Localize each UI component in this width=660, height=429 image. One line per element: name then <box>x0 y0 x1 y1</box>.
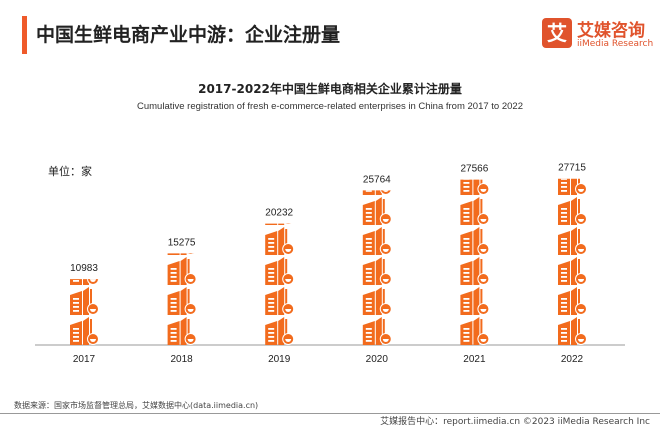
source-note: 数据来源：国家市场监督管理总局，艾媒数据中心(data.iimedia.cn) <box>14 401 259 410</box>
data-label: 20232 <box>265 208 293 219</box>
building-icon <box>362 197 392 225</box>
chart-subtitle: Cumulative registration of fresh e-comme… <box>137 101 523 112</box>
logo: 艾 艾媒咨询 iiMedia Research <box>540 15 660 55</box>
logo-en: iiMedia Research <box>577 39 654 49</box>
bar-2019 <box>265 223 295 345</box>
building-icon <box>460 227 490 255</box>
building-icon <box>265 317 295 345</box>
building-icon <box>558 287 587 315</box>
x-tick-label: 2017 <box>73 354 96 365</box>
building-icon <box>558 227 587 255</box>
building-icon <box>460 257 490 285</box>
x-tick-label: 2018 <box>170 354 193 365</box>
data-label: 27566 <box>460 164 488 175</box>
building-icon <box>460 317 490 345</box>
building-icon <box>265 257 295 285</box>
unit-label: 单位：家 <box>48 165 92 178</box>
title-accent-bar <box>22 16 27 54</box>
building-icon <box>460 287 490 315</box>
bar-2021 <box>460 179 490 345</box>
bar-2017 <box>70 279 99 345</box>
data-label: 25764 <box>363 174 391 185</box>
building-icon <box>362 227 392 255</box>
building-icon <box>460 197 490 225</box>
bar-2020 <box>362 190 392 345</box>
building-icon <box>265 223 293 225</box>
footer-credit: 艾媒报告中心：report.iimedia.cn ©2023 iiMedia R… <box>380 417 650 427</box>
building-icon <box>558 197 587 225</box>
x-tick-label: 2022 <box>561 354 584 365</box>
building-icon <box>70 317 99 345</box>
building-icon <box>362 317 392 345</box>
data-label: 10983 <box>70 263 98 274</box>
building-icon <box>167 287 197 315</box>
building-icon <box>265 227 295 255</box>
x-tick-label: 2021 <box>463 354 486 365</box>
building-icon <box>167 257 197 285</box>
building-icon <box>70 287 99 315</box>
building-icon <box>362 190 392 195</box>
footer-divider <box>0 413 660 414</box>
bar-2022 <box>558 178 587 345</box>
building-icon <box>362 287 392 315</box>
building-icon <box>558 317 587 345</box>
building-icon <box>558 178 587 195</box>
building-icon <box>167 317 197 345</box>
building-icon <box>70 279 99 285</box>
building-icon <box>265 287 295 315</box>
data-label: 15275 <box>168 237 196 248</box>
page-title: 中国生鲜电商产业中游：企业注册量 <box>36 24 341 46</box>
building-icon <box>167 253 195 255</box>
x-tick-label: 2020 <box>366 354 389 365</box>
building-icon <box>362 257 392 285</box>
data-label: 27715 <box>558 163 586 174</box>
logo-cn: 艾媒咨询 <box>577 21 645 41</box>
building-icon <box>558 257 587 285</box>
logo-mark: 艾 <box>542 18 572 48</box>
building-icon <box>460 179 490 195</box>
chart-title: 2017-2022年中国生鲜电商相关企业累计注册量 <box>198 82 462 96</box>
x-tick-label: 2019 <box>268 354 291 365</box>
bar-2018 <box>167 253 197 345</box>
